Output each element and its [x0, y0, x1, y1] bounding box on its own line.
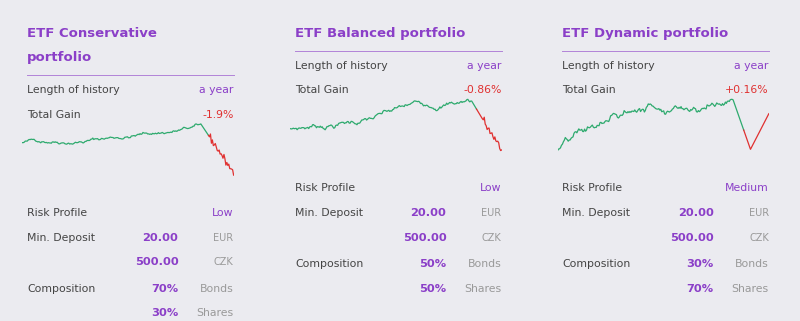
- Text: ETF Conservative: ETF Conservative: [27, 28, 157, 40]
- Text: +0.16%: +0.16%: [725, 85, 769, 95]
- Text: Min. Deposit: Min. Deposit: [562, 208, 630, 218]
- Text: EUR: EUR: [749, 208, 769, 218]
- Text: 500.00: 500.00: [402, 232, 446, 243]
- Text: CZK: CZK: [214, 257, 234, 267]
- Text: 500.00: 500.00: [134, 257, 178, 267]
- Text: Total Gain: Total Gain: [27, 110, 81, 120]
- Text: -1.9%: -1.9%: [202, 110, 234, 120]
- Text: a year: a year: [734, 61, 769, 71]
- Text: a year: a year: [467, 61, 502, 71]
- Text: Low: Low: [480, 184, 502, 194]
- Text: 20.00: 20.00: [678, 208, 714, 218]
- Text: 30%: 30%: [151, 308, 178, 318]
- Text: 70%: 70%: [686, 284, 714, 294]
- Text: 50%: 50%: [419, 259, 446, 269]
- Text: Risk Profile: Risk Profile: [27, 208, 87, 218]
- Text: Risk Profile: Risk Profile: [295, 184, 355, 194]
- Text: a year: a year: [199, 85, 234, 95]
- Text: Composition: Composition: [27, 284, 95, 294]
- Text: Bonds: Bonds: [200, 284, 234, 294]
- Text: Length of history: Length of history: [27, 85, 120, 95]
- Text: ETF Balanced portfolio: ETF Balanced portfolio: [295, 28, 466, 40]
- Text: Shares: Shares: [732, 284, 769, 294]
- Text: 500.00: 500.00: [670, 232, 714, 243]
- Text: 70%: 70%: [151, 284, 178, 294]
- Text: ETF Dynamic portfolio: ETF Dynamic portfolio: [562, 28, 729, 40]
- Text: Min. Deposit: Min. Deposit: [27, 232, 95, 243]
- Text: CZK: CZK: [482, 232, 502, 243]
- Text: portfolio: portfolio: [27, 51, 93, 64]
- Text: Composition: Composition: [295, 259, 363, 269]
- Text: 50%: 50%: [419, 284, 446, 294]
- Text: EUR: EUR: [482, 208, 502, 218]
- Text: 30%: 30%: [686, 259, 714, 269]
- Text: Shares: Shares: [197, 308, 234, 318]
- Text: Min. Deposit: Min. Deposit: [295, 208, 363, 218]
- Text: CZK: CZK: [749, 232, 769, 243]
- Text: -0.86%: -0.86%: [463, 85, 502, 95]
- Text: 20.00: 20.00: [410, 208, 446, 218]
- Text: Length of history: Length of history: [562, 61, 655, 71]
- Text: 20.00: 20.00: [142, 232, 178, 243]
- Text: Bonds: Bonds: [468, 259, 502, 269]
- Text: Low: Low: [212, 208, 234, 218]
- Text: Risk Profile: Risk Profile: [562, 184, 622, 194]
- Text: Total Gain: Total Gain: [562, 85, 616, 95]
- Text: Bonds: Bonds: [735, 259, 769, 269]
- Text: Total Gain: Total Gain: [295, 85, 349, 95]
- Text: Medium: Medium: [725, 184, 769, 194]
- Text: Shares: Shares: [465, 284, 502, 294]
- Text: Composition: Composition: [562, 259, 630, 269]
- Text: Length of history: Length of history: [295, 61, 388, 71]
- Text: EUR: EUR: [214, 232, 234, 243]
